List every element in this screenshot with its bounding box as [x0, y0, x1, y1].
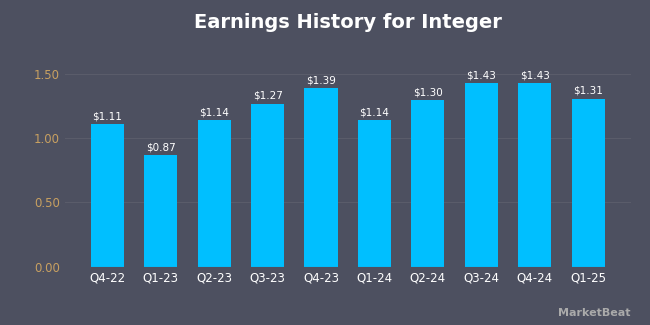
- Text: $1.31: $1.31: [573, 86, 603, 96]
- Text: $1.43: $1.43: [520, 71, 550, 80]
- Bar: [198, 121, 231, 266]
- Text: $1.14: $1.14: [199, 108, 229, 118]
- Bar: [518, 83, 551, 266]
- Bar: [411, 100, 445, 266]
- Text: $1.11: $1.11: [92, 111, 122, 122]
- Bar: [465, 83, 498, 266]
- Bar: [91, 124, 124, 266]
- Text: $1.43: $1.43: [467, 71, 497, 80]
- Bar: [571, 98, 604, 266]
- Text: $1.39: $1.39: [306, 75, 336, 85]
- Bar: [304, 88, 337, 266]
- Text: $0.87: $0.87: [146, 142, 176, 152]
- Bar: [144, 155, 177, 266]
- Text: $1.14: $1.14: [359, 108, 389, 118]
- Text: $1.30: $1.30: [413, 87, 443, 97]
- Title: Earnings History for Integer: Earnings History for Integer: [194, 13, 502, 32]
- Bar: [358, 121, 391, 266]
- Text: MarketBeat: MarketBeat: [558, 308, 630, 318]
- Bar: [251, 104, 284, 266]
- Text: $1.27: $1.27: [253, 91, 283, 101]
